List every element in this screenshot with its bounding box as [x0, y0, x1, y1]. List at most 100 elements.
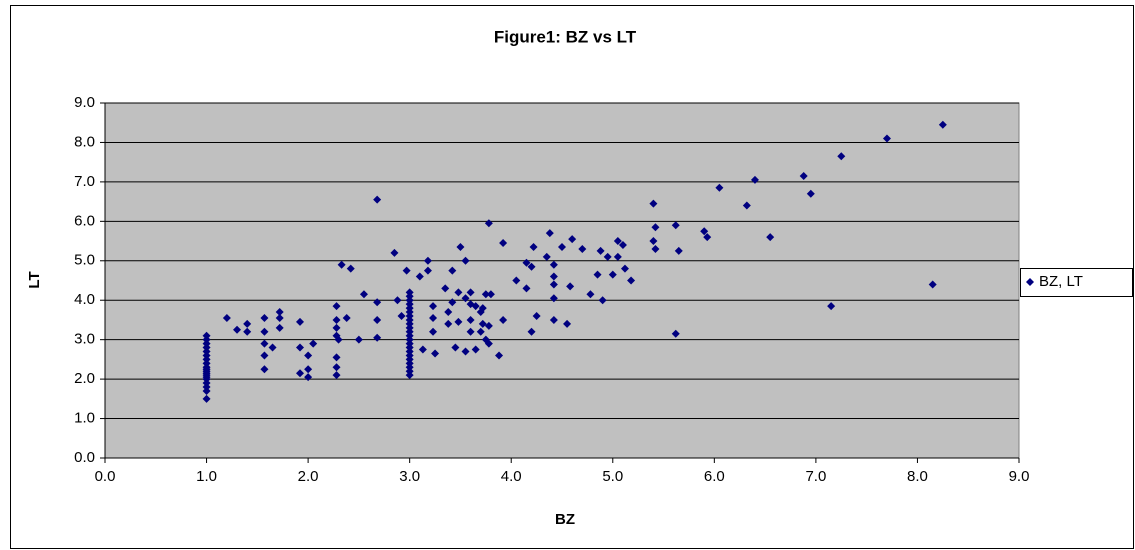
point — [529, 242, 538, 251]
point — [444, 308, 453, 317]
point — [484, 339, 493, 348]
point — [476, 327, 485, 336]
y-axis-label: LT — [26, 271, 43, 288]
point — [295, 343, 304, 352]
point — [674, 246, 683, 255]
point — [495, 351, 504, 360]
point — [715, 183, 724, 192]
point — [799, 171, 808, 180]
point — [481, 290, 490, 299]
point — [332, 323, 341, 332]
point — [613, 252, 622, 261]
point — [649, 237, 658, 246]
point — [342, 313, 351, 322]
point — [454, 317, 463, 326]
point — [527, 262, 536, 271]
y-tick-label: 8.0 — [74, 133, 95, 150]
x-axis-label: BZ — [555, 511, 575, 528]
y-tick-label: 2.0 — [74, 370, 95, 387]
point — [304, 365, 313, 374]
legend-box — [1020, 268, 1133, 297]
point — [499, 315, 508, 324]
point — [390, 248, 399, 257]
point — [938, 120, 947, 129]
x-tick-label: 6.0 — [704, 468, 725, 485]
point — [243, 319, 252, 328]
point — [649, 199, 658, 208]
point — [532, 312, 541, 320]
point — [671, 221, 680, 230]
point — [337, 260, 346, 269]
point — [549, 260, 558, 269]
point — [397, 312, 406, 320]
point — [568, 235, 577, 244]
point — [275, 313, 284, 322]
point — [471, 302, 480, 311]
point — [742, 201, 751, 210]
point — [512, 276, 521, 285]
point — [461, 294, 470, 303]
point — [651, 223, 660, 232]
point — [549, 315, 558, 324]
point — [418, 345, 427, 354]
point — [549, 280, 558, 289]
x-tick-label: 9.0 — [1009, 468, 1030, 485]
x-tick-label: 5.0 — [602, 468, 623, 485]
point — [603, 252, 612, 261]
y-tick-label: 5.0 — [74, 252, 95, 269]
y-tick-label: 9.0 — [74, 94, 95, 111]
y-tick-label: 1.0 — [74, 410, 95, 427]
legend-label: BZ, LT — [1039, 273, 1083, 290]
point — [295, 369, 304, 378]
point — [478, 319, 487, 328]
point — [522, 258, 531, 267]
x-tick-label: 2.0 — [298, 468, 319, 485]
point — [558, 242, 566, 251]
point — [202, 394, 211, 403]
point — [484, 219, 493, 228]
point — [332, 315, 341, 324]
point — [393, 296, 402, 305]
point — [260, 313, 269, 322]
point — [304, 373, 313, 382]
point — [466, 327, 475, 336]
point — [671, 329, 680, 338]
point — [545, 229, 554, 238]
point — [451, 343, 460, 352]
point — [268, 343, 277, 352]
point — [429, 302, 438, 311]
x-tick-label: 3.0 — [399, 468, 420, 485]
point — [586, 290, 595, 299]
point — [332, 302, 341, 311]
point — [566, 282, 575, 291]
point — [578, 244, 587, 253]
y-tick-label: 4.0 — [74, 291, 95, 308]
point — [454, 288, 463, 297]
point — [354, 335, 363, 344]
y-tick-label: 3.0 — [74, 331, 95, 348]
point — [429, 327, 438, 336]
y-tick-label: 0.0 — [74, 449, 95, 466]
chart-title: Figure1: BZ vs LT — [494, 27, 637, 46]
point — [806, 189, 815, 198]
point — [260, 351, 269, 360]
point — [596, 246, 605, 255]
point — [484, 321, 493, 330]
point — [304, 351, 313, 360]
point — [827, 302, 836, 311]
point — [444, 319, 453, 328]
x-tick-label: 0.0 — [95, 468, 116, 485]
point — [527, 327, 536, 336]
point — [549, 294, 558, 303]
point — [766, 233, 775, 242]
point — [332, 371, 341, 380]
point — [499, 239, 508, 248]
point — [651, 244, 660, 253]
point — [598, 296, 607, 305]
point — [703, 233, 712, 242]
point — [618, 241, 627, 249]
point — [478, 304, 487, 313]
point — [373, 195, 382, 204]
point — [448, 266, 457, 275]
point — [405, 288, 414, 297]
